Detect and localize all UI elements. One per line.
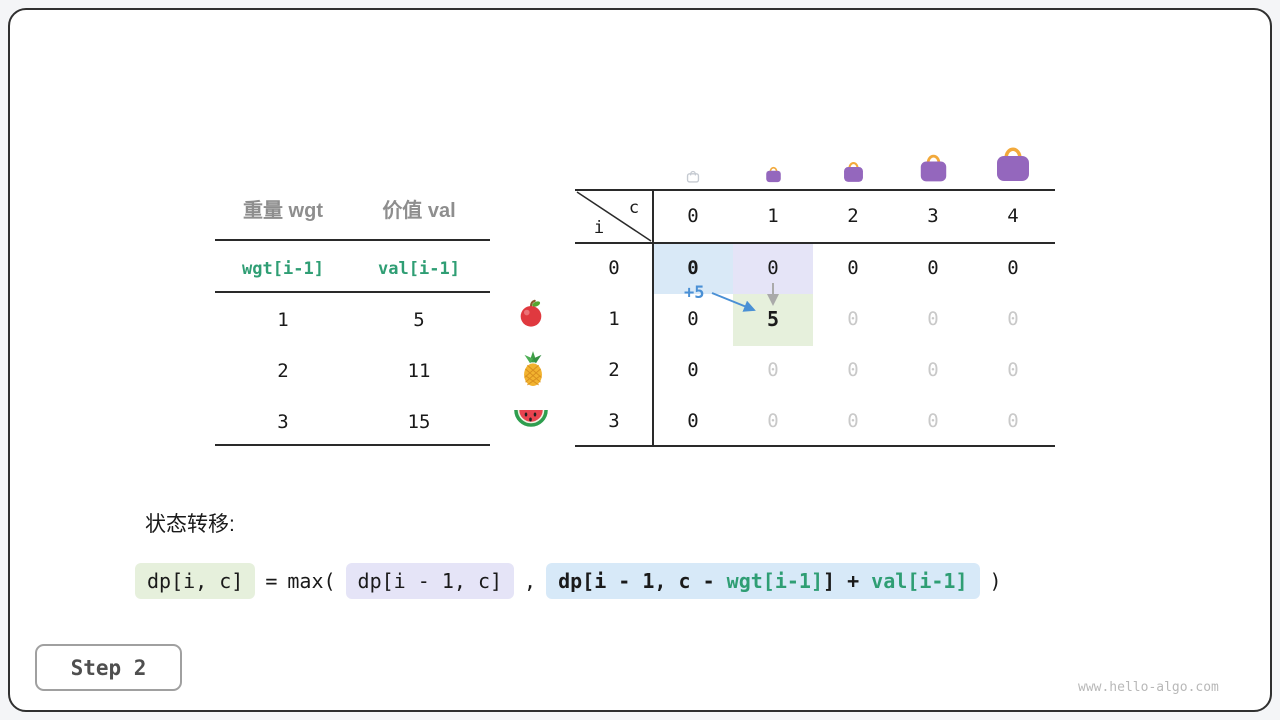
dp-cell-0-2: 0: [847, 257, 859, 279]
step-badge: Step 2: [35, 644, 182, 691]
dp-cell-1-4: 0: [1007, 308, 1019, 330]
dp-cell-2-4: 0: [1007, 359, 1019, 381]
blue-arrow: [711, 292, 756, 312]
empty-bag-icon: [686, 170, 700, 183]
dp-cell-0-4: 0: [1007, 257, 1019, 279]
formula-comma: ,: [524, 569, 537, 593]
dp-cell-3-0: 0: [687, 410, 699, 432]
formula-arg2-val: val[i-1]: [871, 569, 968, 593]
item-table-bottom-rule: [215, 444, 490, 446]
dp-cell-1-1: 5: [766, 307, 780, 331]
dp-row-header-3: 3: [608, 410, 620, 432]
watermark: www.hello-algo.com: [1078, 680, 1219, 695]
transition-arrows: [711, 283, 779, 312]
dp-col-header-0: 0: [687, 205, 699, 227]
dp-cell-2-2: 0: [847, 359, 859, 381]
dp-cell-3-2: 0: [847, 410, 859, 432]
item-row-2-val: 11: [407, 360, 431, 382]
dp-table-vertical-rule: [652, 189, 654, 447]
formula-max-open: max(: [287, 569, 336, 593]
dp-table-header-rule: [575, 242, 1055, 244]
transition-formula: dp[i, c] = max( dp[i - 1, c] , dp[i - 1,…: [135, 560, 1002, 602]
formula-close-paren: ): [989, 569, 1002, 593]
dp-cell-3-1: 0: [767, 410, 779, 432]
item-table-index-wgt: wgt[i-1]: [242, 259, 324, 279]
item-table-index-rule: [215, 291, 490, 293]
formula-arg1-chip: dp[i - 1, c]: [345, 563, 515, 599]
highlight-cell-source-left: [653, 244, 733, 294]
item-row-2-wgt: 2: [277, 360, 289, 382]
bag-3-icon: [920, 154, 947, 182]
item-table-header-rule: [215, 239, 490, 241]
dp-col-header-1: 1: [767, 205, 779, 227]
dp-cell-1-2: 0: [847, 308, 859, 330]
bag-4-icon: [997, 147, 1029, 181]
dp-row-header-0: 0: [608, 257, 620, 279]
step-badge-label: Step 2: [70, 655, 147, 680]
item-row-1-wgt: 1: [277, 309, 289, 331]
formula-arg2-wgt: wgt[i-1]: [726, 569, 823, 593]
dp-table-top-rule: [575, 189, 1055, 191]
watermelon-icon: [514, 409, 548, 427]
dp-cell-3-3: 0: [927, 410, 939, 432]
dp-col-header-2: 2: [847, 205, 859, 227]
formula-arg2-chip: dp[i - 1, c - wgt[i-1]] + val[i-1]: [546, 563, 980, 599]
dp-cell-0-0: 0: [687, 257, 699, 279]
item-table-header-weight: 重量 wgt: [243, 200, 323, 222]
bag-2-icon: [844, 162, 863, 182]
apple-icon: [520, 299, 542, 327]
transition-title: 状态转移:: [145, 513, 235, 536]
formula-equals: =: [265, 569, 278, 593]
item-table-index-val: val[i-1]: [378, 259, 460, 279]
dp-cell-1-0: 0: [687, 308, 699, 330]
dp-cell-3-4: 0: [1007, 410, 1019, 432]
dp-corner-diagonal: [576, 191, 652, 242]
item-table-header-value: 价值 val: [382, 200, 456, 222]
transition-annotation: +5: [684, 283, 705, 303]
formula-arg2-part2: ] +: [823, 569, 872, 593]
dp-table-bottom-rule: [575, 445, 1055, 447]
dp-cell-2-1: 0: [767, 359, 779, 381]
pineapple-icon: [524, 351, 542, 386]
dp-cell-1-3: 0: [927, 308, 939, 330]
item-row-3-wgt: 3: [277, 411, 289, 433]
dp-cell-2-0: 0: [687, 359, 699, 381]
dp-cell-0-3: 0: [927, 257, 939, 279]
dp-cell-2-3: 0: [927, 359, 939, 381]
dp-row-header-1: 1: [608, 308, 620, 330]
dp-corner-col-label: c: [628, 198, 640, 218]
formula-lhs-chip: dp[i, c]: [135, 563, 256, 599]
bag-1-icon: [766, 166, 781, 183]
dp-col-header-3: 3: [927, 205, 939, 227]
item-row-3-val: 15: [407, 411, 431, 433]
item-row-1-val: 5: [413, 309, 425, 331]
formula-arg2-part1: dp[i - 1, c -: [558, 569, 727, 593]
dp-row-header-2: 2: [608, 359, 620, 381]
dp-col-header-4: 4: [1007, 205, 1019, 227]
dp-corner-row-label: i: [593, 218, 605, 238]
dp-cell-0-1: 0: [767, 257, 779, 279]
